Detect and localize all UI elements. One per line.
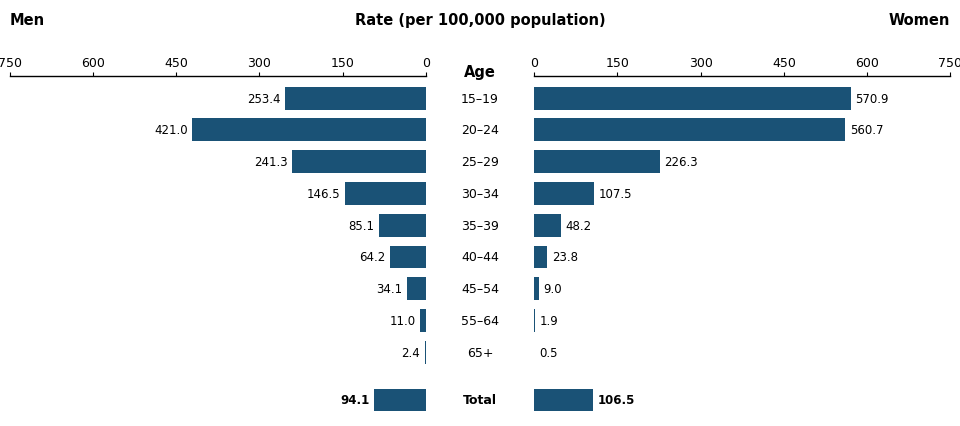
Bar xyxy=(345,183,426,205)
Bar xyxy=(534,151,660,174)
Text: 55–64: 55–64 xyxy=(461,314,499,327)
Bar xyxy=(285,87,426,110)
Text: 64.2: 64.2 xyxy=(360,251,386,264)
Bar xyxy=(534,87,851,110)
Text: 146.5: 146.5 xyxy=(306,187,340,201)
Text: Total: Total xyxy=(463,394,497,406)
Text: Women: Women xyxy=(889,13,950,28)
Text: 34.1: 34.1 xyxy=(376,282,402,296)
Bar xyxy=(534,278,540,300)
Text: 35–39: 35–39 xyxy=(461,219,499,232)
Text: 421.0: 421.0 xyxy=(155,124,188,137)
Bar xyxy=(534,246,547,269)
Bar xyxy=(534,389,593,412)
Text: 15–19: 15–19 xyxy=(461,92,499,105)
Text: 65+: 65+ xyxy=(467,346,493,359)
Text: 11.0: 11.0 xyxy=(389,314,416,327)
Text: Age: Age xyxy=(464,65,496,80)
Text: 226.3: 226.3 xyxy=(664,156,698,169)
Bar xyxy=(407,278,426,300)
Bar xyxy=(192,119,426,142)
Bar xyxy=(373,389,426,412)
Text: 0.5: 0.5 xyxy=(539,346,558,359)
Text: 40–44: 40–44 xyxy=(461,251,499,264)
Text: 9.0: 9.0 xyxy=(543,282,563,296)
Text: 241.3: 241.3 xyxy=(253,156,287,169)
Bar xyxy=(534,214,561,237)
Text: 85.1: 85.1 xyxy=(348,219,374,232)
Text: 25–29: 25–29 xyxy=(461,156,499,169)
Bar xyxy=(534,183,594,205)
Text: 106.5: 106.5 xyxy=(598,394,636,406)
Text: 45–54: 45–54 xyxy=(461,282,499,296)
Text: 20–24: 20–24 xyxy=(461,124,499,137)
Text: Men: Men xyxy=(10,13,45,28)
Text: 560.7: 560.7 xyxy=(850,124,883,137)
Bar xyxy=(534,309,535,332)
Text: 1.9: 1.9 xyxy=(540,314,559,327)
Bar xyxy=(424,341,426,364)
Bar xyxy=(378,214,426,237)
Bar xyxy=(534,119,846,142)
Text: 23.8: 23.8 xyxy=(552,251,578,264)
Text: 570.9: 570.9 xyxy=(855,92,889,105)
Bar xyxy=(391,246,426,269)
Text: 2.4: 2.4 xyxy=(401,346,420,359)
Text: 253.4: 253.4 xyxy=(248,92,280,105)
Text: 30–34: 30–34 xyxy=(461,187,499,201)
Text: Rate (per 100,000 population): Rate (per 100,000 population) xyxy=(354,13,606,28)
Bar xyxy=(420,309,426,332)
Text: 107.5: 107.5 xyxy=(598,187,632,201)
Bar xyxy=(292,151,426,174)
Text: 94.1: 94.1 xyxy=(340,394,370,406)
Text: 48.2: 48.2 xyxy=(565,219,591,232)
